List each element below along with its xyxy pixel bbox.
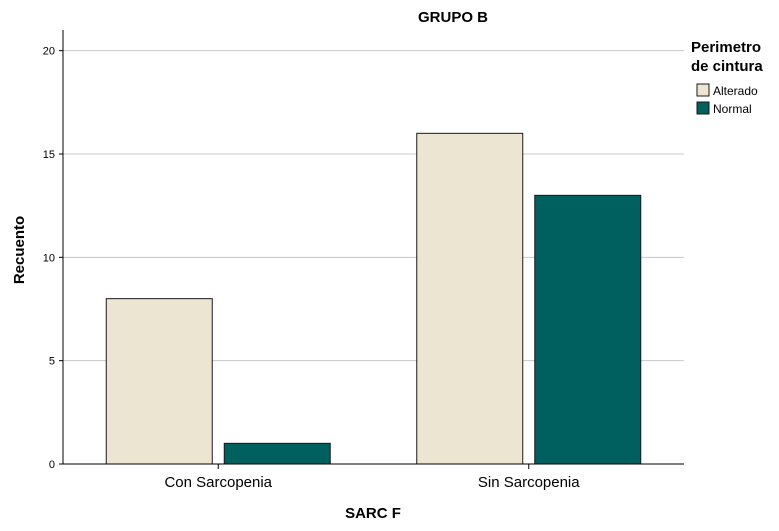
y-tick-label: 20 <box>43 46 55 58</box>
y-tick-label: 15 <box>43 149 55 161</box>
bar-normal-1 <box>223 442 331 465</box>
x-axis-title: SARC F <box>345 505 401 522</box>
axes-layer <box>62 30 684 465</box>
legend: Perimetro de cintura Alterado Normal <box>691 39 763 116</box>
x-tick-label: Con Sarcopenia <box>164 474 272 491</box>
chart-title: GRUPO B <box>418 9 488 26</box>
legend-label-normal: Normal <box>713 102 752 116</box>
y-tick-label: 0 <box>49 459 55 471</box>
bars-layer <box>105 132 642 465</box>
bar-normal-2 <box>534 194 642 465</box>
legend-title-line-1: Perimetro <box>691 39 761 56</box>
legend-swatch-alterado <box>696 83 710 97</box>
legend-swatch-normal <box>696 101 710 115</box>
x-tick-label: Sin Sarcopenia <box>478 474 580 491</box>
bar-alterado-2 <box>416 132 524 465</box>
legend-title-line-2: de cintura <box>691 58 763 75</box>
x-ticks: Con Sarcopenia Sin Sarcopenia <box>164 464 580 491</box>
bar-alterado-1 <box>105 298 213 465</box>
y-ticks: 0 5 10 15 20 <box>43 46 63 471</box>
legend-items: Alterado Normal <box>696 83 758 116</box>
y-tick-label: 10 <box>43 252 55 264</box>
y-axis-title: Recuento <box>11 216 28 284</box>
y-tick-label: 5 <box>49 356 55 368</box>
legend-label-alterado: Alterado <box>713 84 758 98</box>
